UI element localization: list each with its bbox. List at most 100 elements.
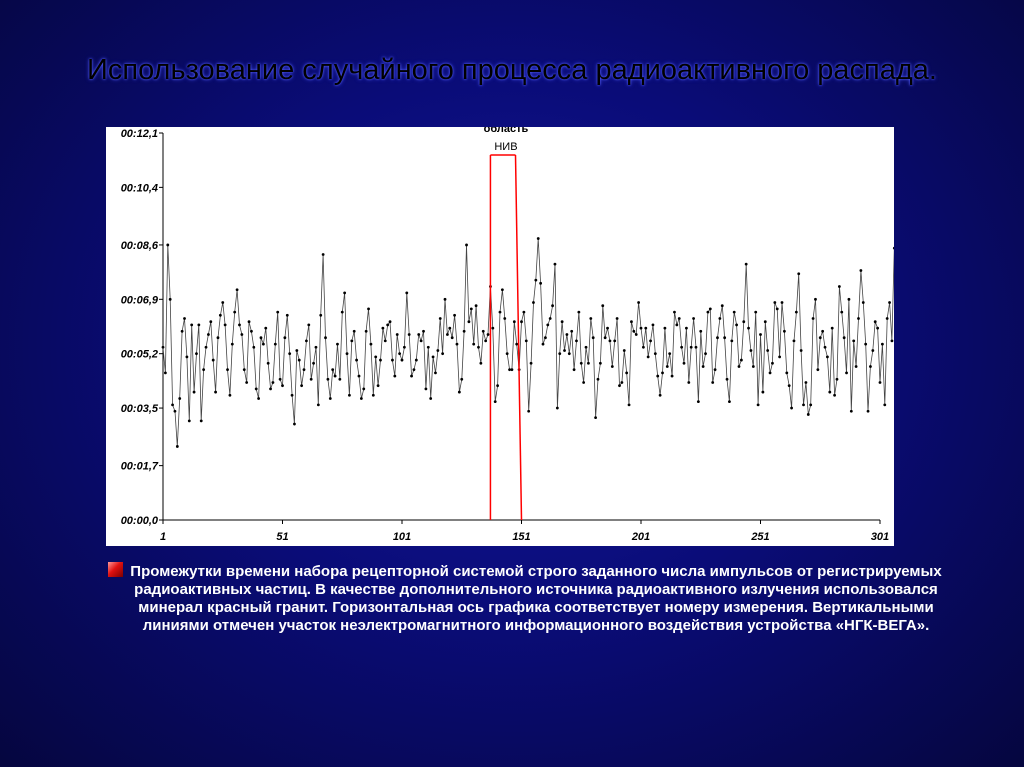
data-point (273, 342, 277, 346)
data-point (264, 326, 268, 330)
data-point (596, 377, 600, 381)
data-point (618, 384, 621, 388)
data-point (424, 387, 428, 391)
data-point (641, 345, 645, 349)
data-point (579, 361, 583, 365)
data-point (718, 317, 722, 320)
data-point (192, 390, 196, 394)
data-point (436, 349, 440, 352)
data-point (732, 310, 736, 314)
data-point (675, 323, 679, 327)
data-point (701, 365, 705, 368)
data-point (814, 297, 817, 301)
data-point (802, 403, 805, 407)
data-point (307, 323, 311, 327)
data-point (230, 342, 234, 346)
data-point (228, 393, 232, 397)
data-point (826, 355, 829, 359)
data-point (302, 368, 306, 372)
data-point (453, 313, 456, 317)
data-point (391, 358, 394, 362)
data-point (195, 352, 198, 356)
data-point (214, 390, 217, 394)
data-point (794, 310, 798, 314)
data-point (744, 262, 748, 266)
data-point (278, 377, 282, 381)
data-point (806, 413, 810, 416)
data-point (496, 384, 499, 388)
data-point (587, 361, 590, 365)
data-point (481, 329, 485, 333)
data-point (551, 304, 554, 308)
data-point (350, 339, 354, 343)
data-point (685, 326, 688, 330)
data-point (460, 377, 464, 381)
y-tick-label: 00:08,6 (121, 240, 159, 252)
data-point (692, 317, 695, 320)
data-point (512, 320, 516, 324)
x-tick-label: 301 (871, 531, 889, 543)
data-point (441, 352, 445, 356)
data-point (613, 339, 617, 343)
data-point (840, 310, 844, 314)
data-point (235, 288, 239, 292)
data-point (833, 393, 836, 397)
data-point (171, 403, 174, 407)
data-point (527, 409, 531, 413)
data-point (735, 323, 738, 327)
data-point (644, 326, 648, 330)
data-point (407, 333, 411, 336)
data-point (866, 409, 870, 413)
data-point (708, 307, 712, 311)
x-tick-label: 251 (750, 531, 769, 543)
data-point (316, 403, 320, 407)
data-point (319, 313, 323, 317)
data-point (185, 355, 189, 359)
data-point (340, 310, 344, 314)
data-point (309, 377, 313, 381)
data-point (429, 397, 433, 400)
data-point (637, 301, 641, 304)
data-point (474, 304, 478, 308)
data-point (871, 349, 875, 352)
data-point (687, 381, 691, 384)
data-point (704, 352, 707, 356)
data-point (768, 371, 772, 375)
data-point (771, 361, 774, 365)
data-point (864, 342, 868, 346)
data-point (261, 342, 265, 346)
data-point (202, 368, 206, 372)
data-point (883, 403, 887, 407)
data-point (398, 352, 402, 356)
data-point (716, 336, 719, 340)
y-tick-label: 00:01,7 (121, 461, 159, 473)
data-point (661, 371, 664, 375)
data-point (766, 349, 770, 352)
x-tick-label: 51 (276, 531, 288, 543)
data-point (553, 262, 557, 266)
radioactive-decay-chart: 00:12,1 00:10,4 00:08,6 00:06,9 00:05,2 00:03… (121, 127, 894, 543)
data-point (739, 358, 743, 362)
data-point (207, 333, 210, 336)
data-point (348, 393, 351, 397)
data-point (233, 310, 237, 314)
data-point (300, 384, 304, 388)
data-point (455, 342, 459, 346)
data-point (892, 246, 894, 250)
data-point (787, 384, 791, 388)
data-point (431, 355, 435, 359)
data-point (276, 310, 280, 314)
data-point (522, 310, 526, 314)
data-point (173, 409, 177, 413)
data-point (469, 307, 473, 311)
data-point (696, 400, 700, 404)
data-point (493, 400, 497, 404)
data-point (797, 272, 801, 276)
data-point (247, 320, 251, 324)
data-point (383, 339, 387, 343)
data-point (651, 323, 655, 327)
data-point (658, 393, 662, 397)
data-point (328, 397, 332, 400)
data-point (668, 352, 672, 356)
data-point (570, 329, 574, 333)
